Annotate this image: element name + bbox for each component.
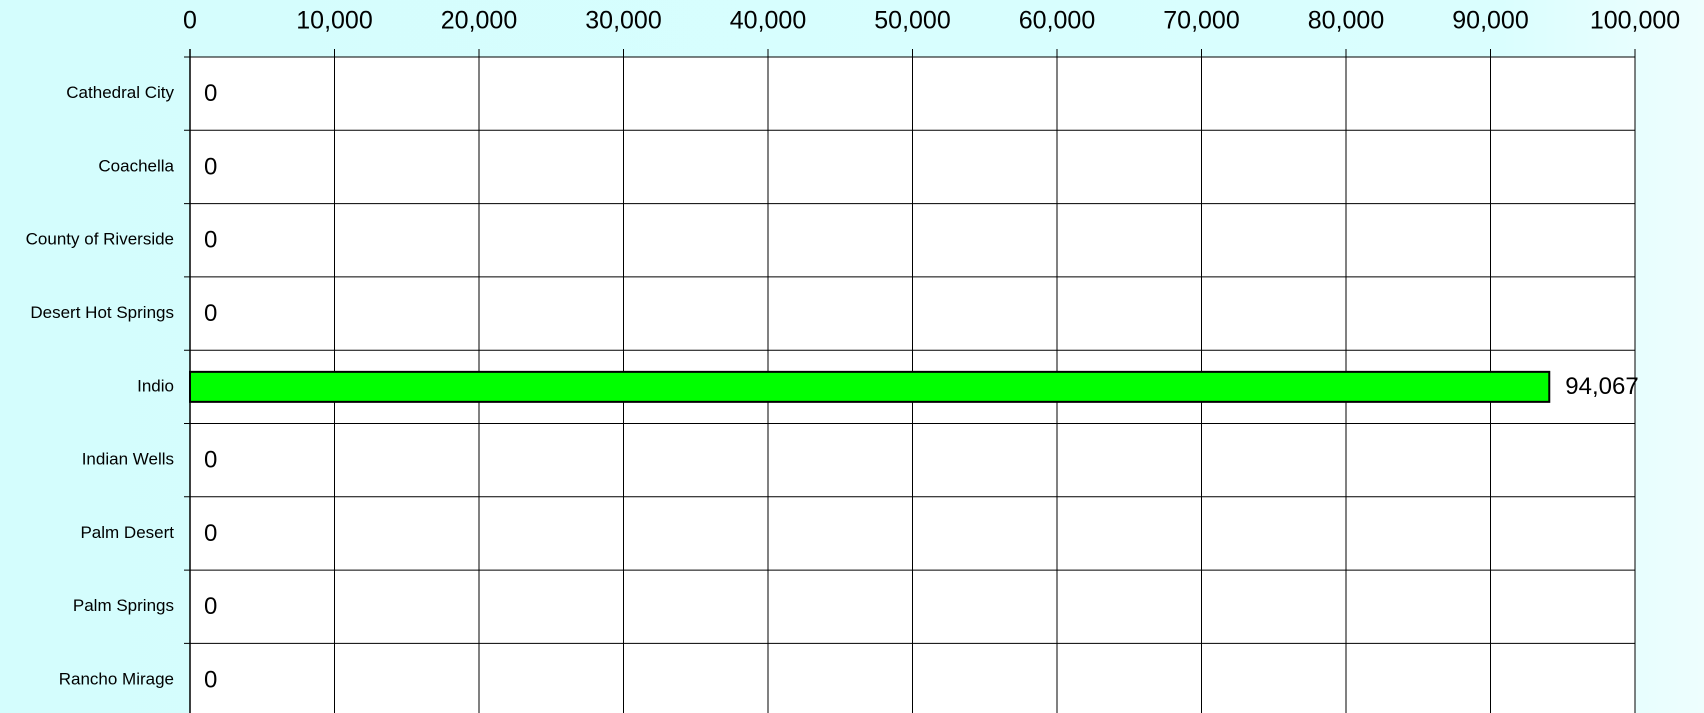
x-tick-label: 90,000 xyxy=(1452,7,1528,35)
x-tick-label: 30,000 xyxy=(585,7,661,35)
x-tick-label: 60,000 xyxy=(1019,7,1095,35)
x-tick-label: 50,000 xyxy=(874,7,950,35)
data-label: 0 xyxy=(204,153,217,180)
data-label: 0 xyxy=(204,227,217,254)
x-tick-label: 0 xyxy=(183,7,197,35)
data-label: 0 xyxy=(204,520,217,547)
x-tick-label: 20,000 xyxy=(441,7,517,35)
bar xyxy=(189,370,1551,403)
x-tick-label: 70,000 xyxy=(1163,7,1239,35)
x-tick-label: 100,000 xyxy=(1590,7,1680,35)
y-tick-label: County of Riverside xyxy=(26,230,174,249)
y-tick-label: Coachella xyxy=(98,156,174,175)
y-tick-label: Rancho Mirage xyxy=(59,670,174,689)
data-label: 94,067 xyxy=(1565,373,1638,400)
y-tick-label: Desert Hot Springs xyxy=(30,303,174,322)
data-label: 0 xyxy=(204,80,217,107)
data-label: 0 xyxy=(204,300,217,327)
y-tick-label: Palm Springs xyxy=(73,596,174,615)
data-label: 0 xyxy=(204,446,217,473)
data-label: 0 xyxy=(204,593,217,620)
y-tick-label: Palm Desert xyxy=(80,523,174,542)
y-tick-label: Indio xyxy=(137,376,174,395)
x-tick-label: 80,000 xyxy=(1308,7,1384,35)
y-tick-label: Cathedral City xyxy=(66,83,174,102)
y-tick-label: Indian Wells xyxy=(82,450,174,469)
data-label: 0 xyxy=(204,666,217,693)
x-tick-label: 40,000 xyxy=(730,7,806,35)
x-tick-label: 10,000 xyxy=(296,7,372,35)
